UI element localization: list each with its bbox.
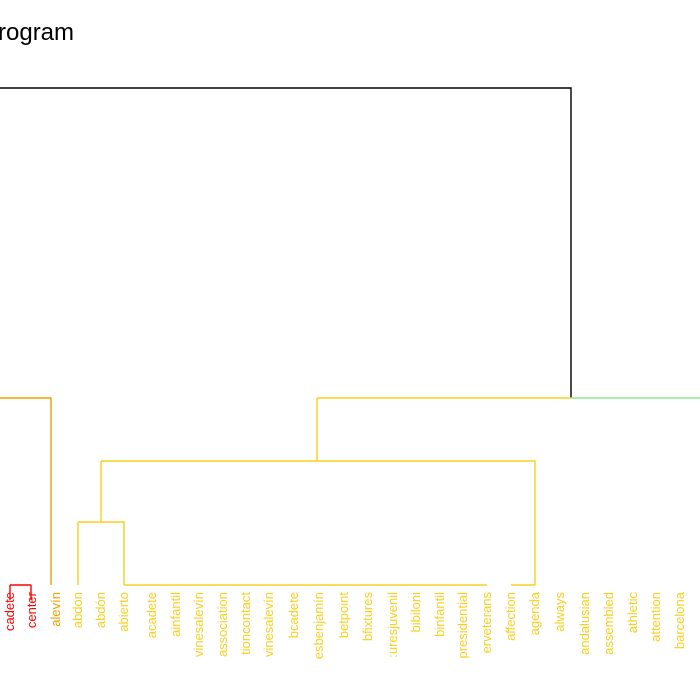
leaf-label: always (552, 592, 567, 632)
leaf-label: abdon (70, 592, 85, 628)
leaf-label: abierto (116, 592, 131, 632)
leaf-label: association (215, 592, 230, 657)
leaf-label: :uresjuvenil (385, 592, 400, 658)
leaf-label: ainfantil (168, 592, 183, 637)
leaf-label: agenda (527, 591, 542, 635)
leaf-label: attention (648, 592, 663, 642)
gold-link (78, 521, 125, 585)
leaf-label: bfixtures (360, 592, 375, 642)
leaf-label: affection (503, 592, 518, 641)
orange-link (0, 397, 52, 585)
leaf-label: assembled (601, 592, 616, 655)
leaf-label: vinesalevín (261, 592, 276, 657)
leaf-label: center (24, 591, 39, 628)
leaf-label: acadete (144, 592, 159, 638)
leaf-label: betpoint (336, 592, 351, 639)
leaf-label: bcadete (286, 592, 301, 638)
gold-link (101, 460, 536, 585)
leaf-label: barcelona (672, 591, 687, 649)
leaf-label: vinesalevín (191, 592, 206, 657)
leaf-label: esbenjamín (311, 592, 326, 659)
leaf-label: cadete (2, 592, 17, 631)
leaf-label: binfantil (432, 592, 447, 637)
leaf-label: erveterans (479, 592, 494, 654)
leaf-label: presidential (455, 592, 470, 659)
dendrogram-title: rogram (0, 19, 75, 46)
leaf-label: bibiloni (408, 592, 423, 633)
leaf-label: abdón (93, 592, 108, 628)
top-link (0, 87, 572, 398)
leaf-label: andalusian (577, 592, 592, 655)
leaf-label: tioncontact (238, 592, 253, 655)
leaf-label: athletic (625, 592, 640, 634)
leaf-label: alevín (48, 592, 63, 627)
